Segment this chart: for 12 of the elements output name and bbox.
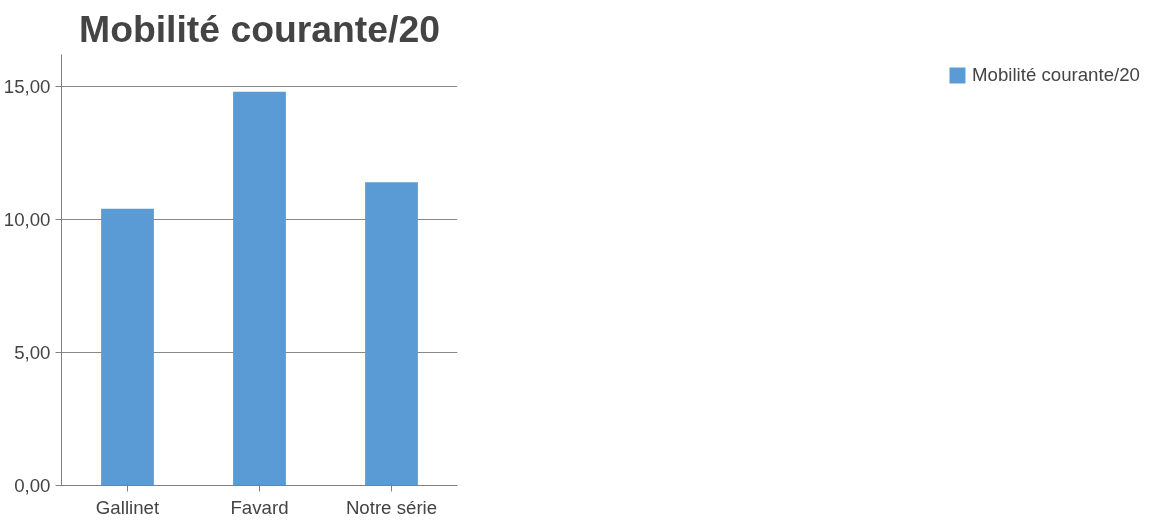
x-tick-label: Notre série xyxy=(345,496,438,518)
bar xyxy=(233,91,286,486)
y-tick-label: 5,00 xyxy=(14,341,51,363)
y-tick-label: 0,00 xyxy=(14,475,51,496)
bar xyxy=(365,182,418,486)
x-tick-label: Gallinet xyxy=(95,496,160,518)
y-tick-label: 10,00 xyxy=(3,208,51,230)
chart-title: Mobilité courante/20 xyxy=(79,7,440,50)
x-tick-label: Favard xyxy=(230,496,289,518)
bar xyxy=(101,208,154,486)
legend-label: Mobilité courante/20 xyxy=(971,64,1140,86)
y-tick-label: 15,00 xyxy=(3,75,51,97)
